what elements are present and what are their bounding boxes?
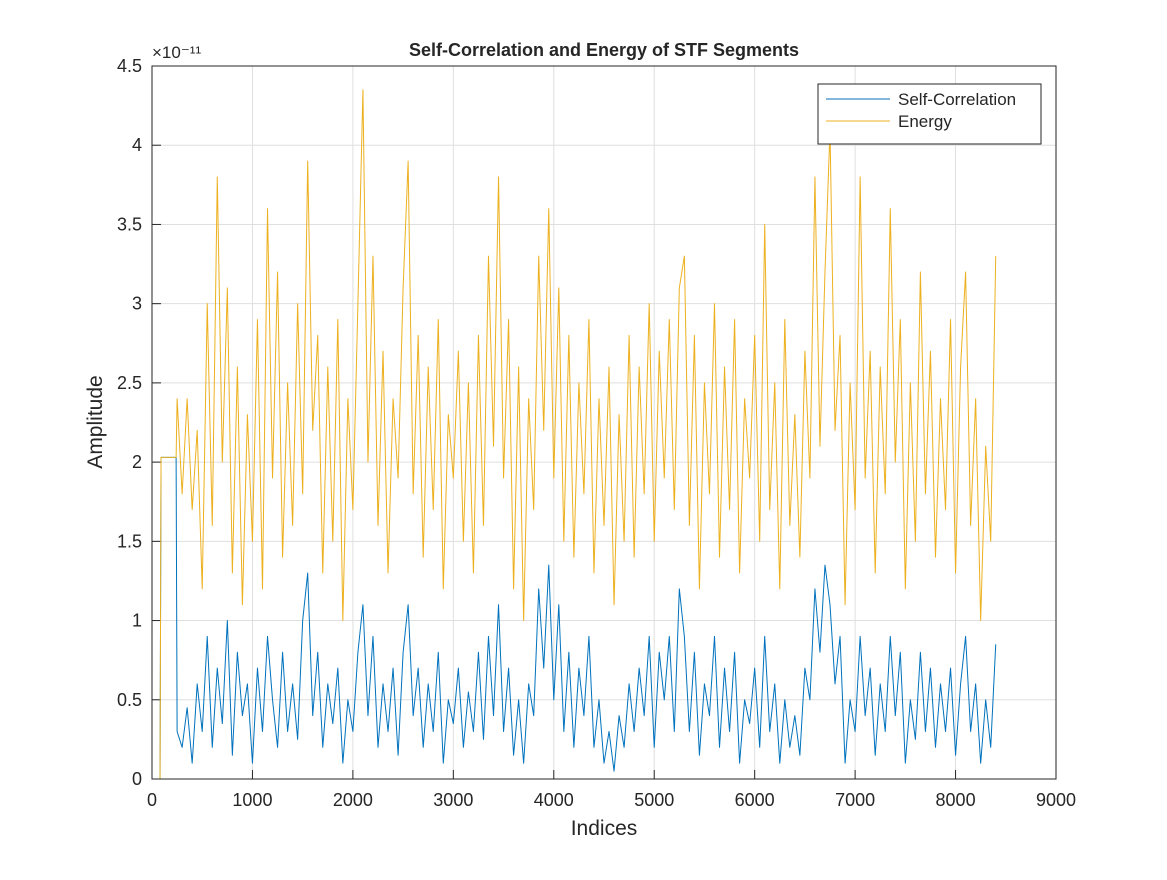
y-tick-label: 2.5 (117, 373, 142, 393)
x-axis-label: Indices (571, 817, 638, 840)
x-tick-label: 0 (147, 790, 157, 810)
y-tick-label: 1.5 (117, 531, 142, 551)
legend-box (817, 83, 1042, 145)
x-tick-label: 5000 (634, 790, 674, 810)
y-tick-label: 1 (132, 611, 142, 631)
x-tick-label: 8000 (936, 790, 976, 810)
y-scale-label: ×10⁻¹¹ (152, 43, 201, 62)
plot-frame (151, 65, 1057, 780)
x-tick-label: 3000 (433, 790, 473, 810)
y-tick-label: 4 (132, 135, 142, 155)
legend: Self-Correlation Energy (817, 83, 1042, 145)
x-tick-label: 2000 (333, 790, 373, 810)
y-tick-label: 4.5 (117, 56, 142, 76)
chart-title: Self-Correlation and Energy of STF Segme… (409, 40, 799, 60)
y-tick-label: 3 (132, 294, 142, 314)
y-tick-label: 2 (132, 452, 142, 472)
data-line (152, 89, 997, 780)
y-tick-label: 0 (132, 769, 142, 789)
x-tick-label: 6000 (735, 790, 775, 810)
data-line (152, 456, 997, 780)
legend-label: Self-Correlation (898, 90, 1016, 109)
x-tick-label: 1000 (232, 790, 272, 810)
x-tick-label: 7000 (835, 790, 875, 810)
y-tick-label: 3.5 (117, 214, 142, 234)
x-tick-label: 4000 (534, 790, 574, 810)
x-tick-label: 9000 (1036, 790, 1076, 810)
y-tick-label: 0.5 (117, 690, 142, 710)
y-axis-label: Amplitude (84, 375, 107, 468)
legend-label: Energy (898, 112, 952, 131)
